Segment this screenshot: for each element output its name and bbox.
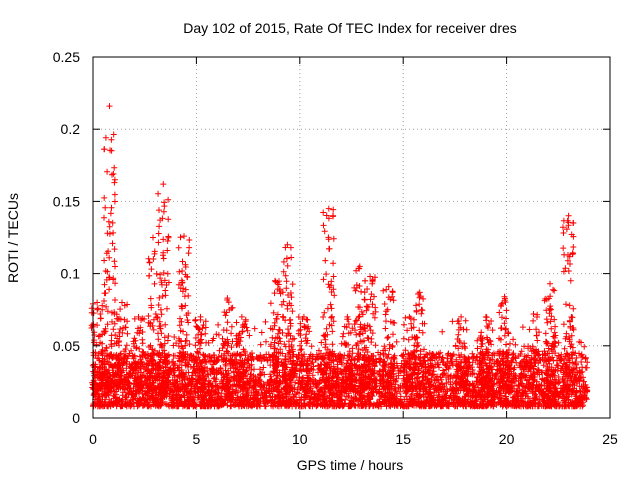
y-tick-label: 0.05	[53, 338, 80, 354]
y-tick-label: 0	[72, 410, 80, 426]
y-axis-label: ROTI / TECUs	[5, 193, 21, 283]
x-axis-label: GPS time / hours	[297, 457, 404, 473]
chart-title: Day 102 of 2015, Rate Of TEC Index for r…	[183, 20, 517, 36]
x-tick-label: 25	[602, 431, 618, 447]
x-tick-label: 10	[292, 431, 308, 447]
y-tick-label: 0.2	[61, 121, 81, 137]
roti-point-markers	[88, 103, 591, 410]
y-tick-label: 0.15	[53, 193, 80, 209]
x-tick-label: 5	[193, 431, 201, 447]
data-points	[88, 103, 591, 410]
y-tick-label: 0.1	[61, 266, 81, 282]
plot-frame	[92, 56, 611, 419]
x-tick-label: 15	[395, 431, 411, 447]
x-tick-label: 20	[499, 431, 515, 447]
x-tick-label: 0	[89, 431, 97, 447]
y-tick-label: 0.25	[53, 49, 80, 65]
axis-ticks: 0 5 10 15 20 25 0 0.05 0.1 0.15 0.2 0.25	[53, 49, 618, 447]
